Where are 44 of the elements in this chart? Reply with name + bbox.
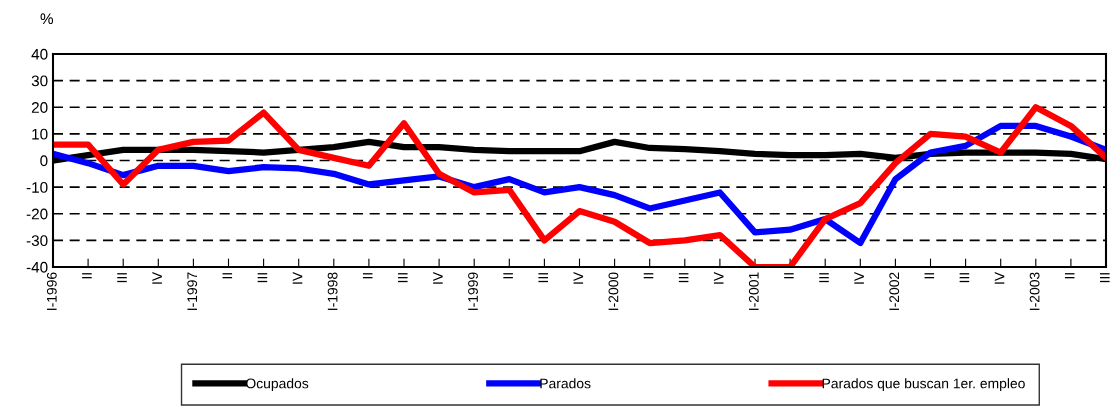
x-tick-label: I-2000 (608, 272, 619, 310)
x-tick-label: II (784, 273, 794, 279)
x-tick-label: III (257, 273, 268, 283)
y-tick-label: -10 (26, 181, 48, 193)
y-tick-label: 20 (31, 102, 48, 113)
x-tick-label: II (924, 273, 935, 279)
x-tick-label: I-2002 (889, 272, 900, 310)
x-tick-label: I-2001 (748, 272, 759, 310)
x-tick-label: III (117, 273, 127, 283)
x-tick-label: IV (713, 271, 724, 284)
legend-label: Parados (540, 378, 591, 389)
x-tick-label: IV (994, 271, 1005, 284)
x-tick-label: IV (152, 271, 162, 284)
x-tick-label: I-1997 (187, 272, 198, 310)
x-tick-label: I-1998 (327, 272, 338, 310)
y-tick-label: 40 (31, 48, 48, 60)
x-tick-label: II (222, 273, 233, 279)
y-tick-label: 10 (32, 128, 48, 140)
legend-label: Ocupados (246, 378, 309, 392)
x-tick-label: III (678, 273, 689, 283)
x-tick-label: III (398, 273, 408, 283)
x-tick-label: I-1996 (46, 272, 57, 310)
y-tick-label: -30 (26, 235, 48, 247)
y-tick-label: -20 (26, 208, 48, 220)
x-tick-label: IV (854, 271, 864, 284)
x-tick-label: II (503, 273, 513, 279)
x-tick-label: III (959, 273, 970, 283)
y-tick-label: 30 (31, 75, 48, 87)
x-tick-label: IV (573, 271, 584, 284)
x-tick-label: II (82, 273, 92, 279)
x-tick-label: I-2003 (1029, 272, 1040, 310)
legend-label: Parados que buscan 1er. empleo (822, 378, 1025, 392)
y-tick-label: 0 (40, 155, 48, 167)
x-tick-label: II (1064, 273, 1075, 279)
x-tick-label: III (538, 273, 548, 283)
x-tick-label: II (643, 273, 654, 279)
x-tick-label: III (1100, 273, 1110, 283)
x-tick-label: IV (433, 271, 443, 284)
x-tick-label: III (819, 273, 829, 283)
x-tick-label: II (362, 273, 373, 279)
y-tick-label: -40 (26, 261, 48, 273)
x-tick-label: I-1999 (468, 272, 478, 310)
x-tick-label: IV (292, 271, 303, 284)
y-axis-title: % (40, 13, 54, 25)
